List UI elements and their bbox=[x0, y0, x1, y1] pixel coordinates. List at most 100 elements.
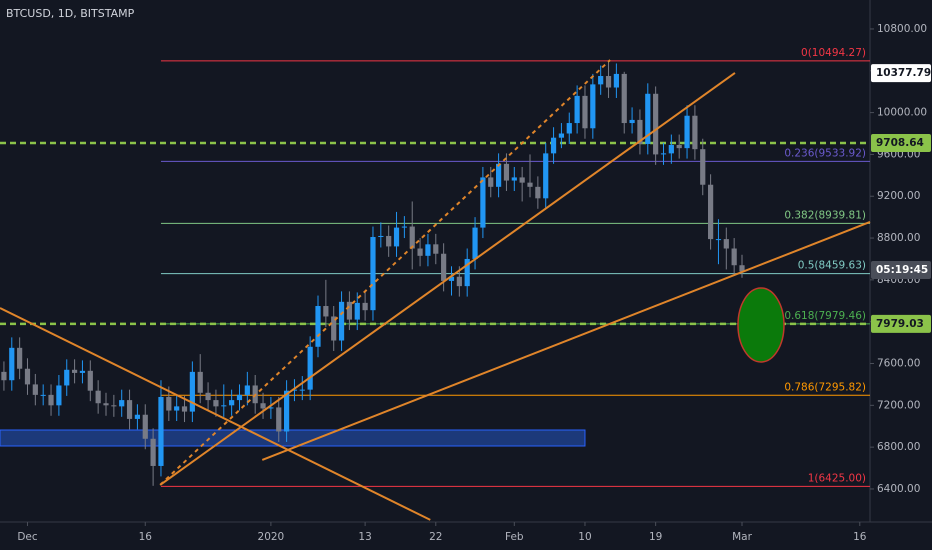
candle bbox=[731, 238, 737, 276]
candle bbox=[503, 153, 510, 192]
candle-body bbox=[32, 384, 38, 395]
candle-body bbox=[433, 244, 439, 254]
x-tick-label: 19 bbox=[649, 531, 662, 543]
candle bbox=[354, 292, 360, 331]
candle-body bbox=[1, 371, 7, 381]
candle-body bbox=[189, 371, 195, 412]
candle bbox=[739, 254, 745, 278]
candle bbox=[441, 243, 447, 292]
candle-body bbox=[291, 389, 298, 391]
candle bbox=[543, 142, 549, 209]
candle-body bbox=[158, 396, 164, 466]
price-tag bbox=[871, 64, 931, 83]
fib-label: 0.236(9533.92) bbox=[784, 147, 866, 159]
candle-body bbox=[87, 370, 93, 391]
candle bbox=[605, 60, 612, 98]
candle bbox=[370, 226, 376, 321]
y-tick-label: 7200.00 bbox=[877, 399, 920, 411]
candle-body bbox=[409, 226, 415, 249]
candle-body bbox=[71, 369, 78, 373]
candle bbox=[550, 127, 557, 164]
candle-body bbox=[692, 115, 698, 150]
fib-label: 0.382(8939.81) bbox=[784, 209, 866, 221]
candle bbox=[425, 233, 431, 267]
x-tick-label: 10 bbox=[578, 531, 591, 543]
candle bbox=[142, 404, 148, 450]
candle-body bbox=[40, 394, 46, 396]
candle bbox=[87, 360, 93, 402]
candle-body bbox=[668, 145, 674, 154]
candle-body bbox=[221, 405, 227, 407]
candle-body bbox=[338, 301, 345, 341]
trend-line bbox=[261, 221, 871, 461]
candle-body bbox=[323, 306, 329, 317]
candle-body bbox=[700, 149, 706, 185]
candle-body bbox=[213, 400, 219, 407]
candle-body bbox=[715, 239, 722, 241]
y-tick-label: 10800.00 bbox=[877, 23, 927, 35]
x-tick-label: 13 bbox=[358, 531, 371, 543]
candle bbox=[362, 292, 368, 321]
candle bbox=[331, 306, 337, 351]
candle bbox=[409, 201, 415, 270]
target-ellipse bbox=[737, 287, 785, 363]
candle-body bbox=[283, 390, 290, 432]
candle bbox=[519, 166, 525, 202]
candle bbox=[637, 109, 643, 155]
candle-body bbox=[511, 177, 517, 181]
axes: 6400.006800.007200.007600.008000.008400.… bbox=[17, 23, 931, 543]
candle bbox=[64, 359, 70, 396]
candle bbox=[715, 219, 722, 265]
candle bbox=[79, 360, 86, 384]
x-tick-label: Feb bbox=[505, 531, 524, 543]
candle-body bbox=[244, 385, 250, 395]
candle bbox=[574, 85, 580, 134]
x-tick-label: 16 bbox=[139, 531, 153, 543]
candle-body bbox=[684, 115, 690, 149]
candle-body bbox=[134, 414, 141, 419]
candle-body bbox=[205, 392, 211, 401]
candle-body bbox=[503, 163, 510, 181]
candle-body bbox=[331, 316, 337, 341]
candle-body bbox=[550, 137, 557, 154]
trend-line bbox=[0, 307, 431, 521]
candle bbox=[24, 358, 31, 395]
candle bbox=[621, 71, 627, 134]
candle-body bbox=[535, 186, 541, 199]
candle-body bbox=[260, 403, 266, 409]
candle-body bbox=[307, 346, 313, 390]
y-tick-label: 7600.00 bbox=[877, 358, 920, 370]
candle-body bbox=[621, 73, 627, 124]
candle bbox=[582, 85, 588, 139]
candle-body bbox=[676, 145, 682, 149]
price-tag-label: 05:19:45 bbox=[876, 264, 928, 276]
price-tag-label: 7979.03 bbox=[876, 318, 924, 330]
candle bbox=[464, 248, 470, 297]
price-tag bbox=[871, 314, 931, 333]
candle bbox=[535, 176, 541, 209]
candle-body bbox=[299, 389, 305, 391]
candle bbox=[268, 396, 274, 419]
price-tag bbox=[871, 134, 931, 153]
candle bbox=[260, 392, 266, 419]
candle-body bbox=[393, 227, 400, 247]
candle bbox=[488, 166, 494, 198]
candle bbox=[684, 105, 690, 159]
candle bbox=[158, 380, 164, 477]
candle bbox=[496, 153, 502, 198]
candle bbox=[378, 222, 384, 248]
candle bbox=[629, 107, 635, 134]
candle-body bbox=[425, 244, 431, 256]
trend-line bbox=[159, 59, 611, 486]
candle-body bbox=[142, 414, 148, 439]
candle bbox=[393, 211, 400, 257]
candle-body bbox=[566, 123, 572, 134]
candle-body bbox=[574, 95, 580, 124]
candle bbox=[236, 384, 243, 411]
fib-label: 0(10494.27) bbox=[801, 47, 866, 59]
candle-body bbox=[448, 276, 455, 281]
candle-body bbox=[79, 370, 86, 373]
candle-body bbox=[276, 407, 282, 432]
candle bbox=[9, 337, 15, 391]
